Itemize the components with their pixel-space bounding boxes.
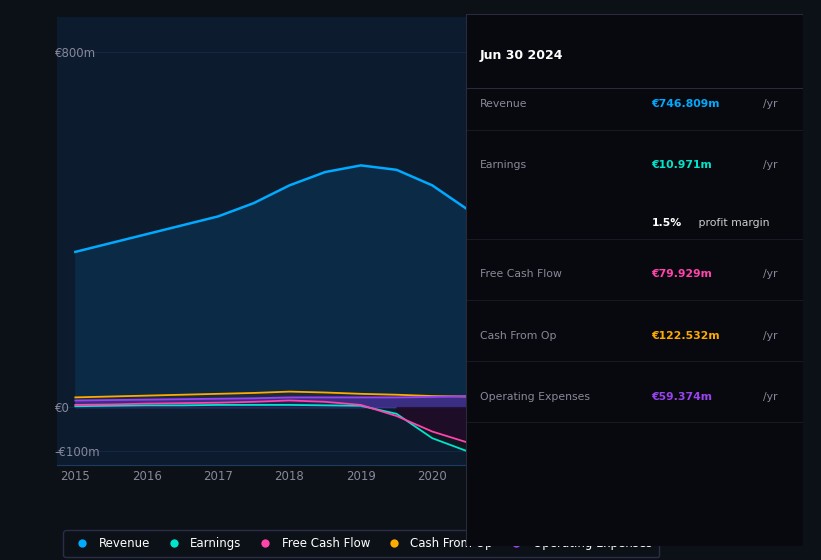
- Text: Cash From Op: Cash From Op: [479, 330, 557, 340]
- Text: /yr: /yr: [763, 330, 777, 340]
- Text: /yr: /yr: [763, 391, 777, 402]
- Text: Revenue: Revenue: [479, 99, 527, 109]
- Bar: [690, 17, 804, 465]
- Text: Free Cash Flow: Free Cash Flow: [479, 269, 562, 279]
- Text: /yr: /yr: [763, 99, 777, 109]
- Text: €59.374m: €59.374m: [652, 391, 713, 402]
- Text: /yr: /yr: [763, 160, 777, 170]
- Text: /yr: /yr: [763, 269, 777, 279]
- Text: €122.532m: €122.532m: [652, 330, 720, 340]
- Text: €10.971m: €10.971m: [652, 160, 712, 170]
- Text: profit margin: profit margin: [695, 218, 770, 228]
- Text: Jun 30 2024: Jun 30 2024: [479, 49, 563, 62]
- Text: €746.809m: €746.809m: [652, 99, 720, 109]
- Legend: Revenue, Earnings, Free Cash Flow, Cash From Op, Operating Expenses: Revenue, Earnings, Free Cash Flow, Cash …: [63, 530, 659, 557]
- Text: €79.929m: €79.929m: [652, 269, 713, 279]
- Text: 1.5%: 1.5%: [652, 218, 681, 228]
- Text: Earnings: Earnings: [479, 160, 527, 170]
- Text: Operating Expenses: Operating Expenses: [479, 391, 589, 402]
